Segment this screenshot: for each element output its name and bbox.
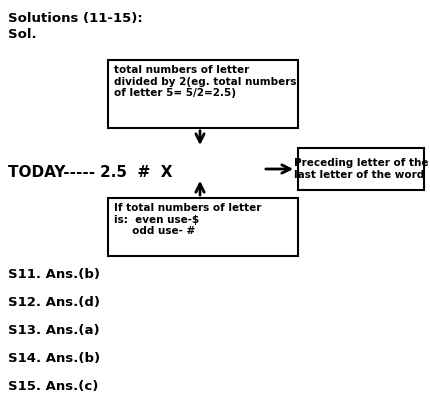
FancyBboxPatch shape <box>108 60 298 128</box>
Text: 2.5  #  X: 2.5 # X <box>100 165 172 180</box>
FancyBboxPatch shape <box>108 198 298 256</box>
Text: Sol.: Sol. <box>8 28 37 41</box>
Text: total numbers of letter
divided by 2(eg. total numbers
of letter 5= 5/2=2.5): total numbers of letter divided by 2(eg.… <box>114 65 297 98</box>
Text: Preceding letter of the
last letter of the word: Preceding letter of the last letter of t… <box>294 158 428 180</box>
Text: S15. Ans.(c): S15. Ans.(c) <box>8 380 98 393</box>
Text: S13. Ans.(a): S13. Ans.(a) <box>8 324 100 337</box>
Text: S12. Ans.(d): S12. Ans.(d) <box>8 296 100 309</box>
Text: S14. Ans.(b): S14. Ans.(b) <box>8 352 100 365</box>
FancyBboxPatch shape <box>298 148 424 190</box>
Text: TODAY-----: TODAY----- <box>8 165 100 180</box>
Text: Solutions (11-15):: Solutions (11-15): <box>8 12 143 25</box>
Text: If total numbers of letter
is:  even use-$
     odd use- #: If total numbers of letter is: even use-… <box>114 203 261 236</box>
Text: S11. Ans.(b): S11. Ans.(b) <box>8 268 100 281</box>
